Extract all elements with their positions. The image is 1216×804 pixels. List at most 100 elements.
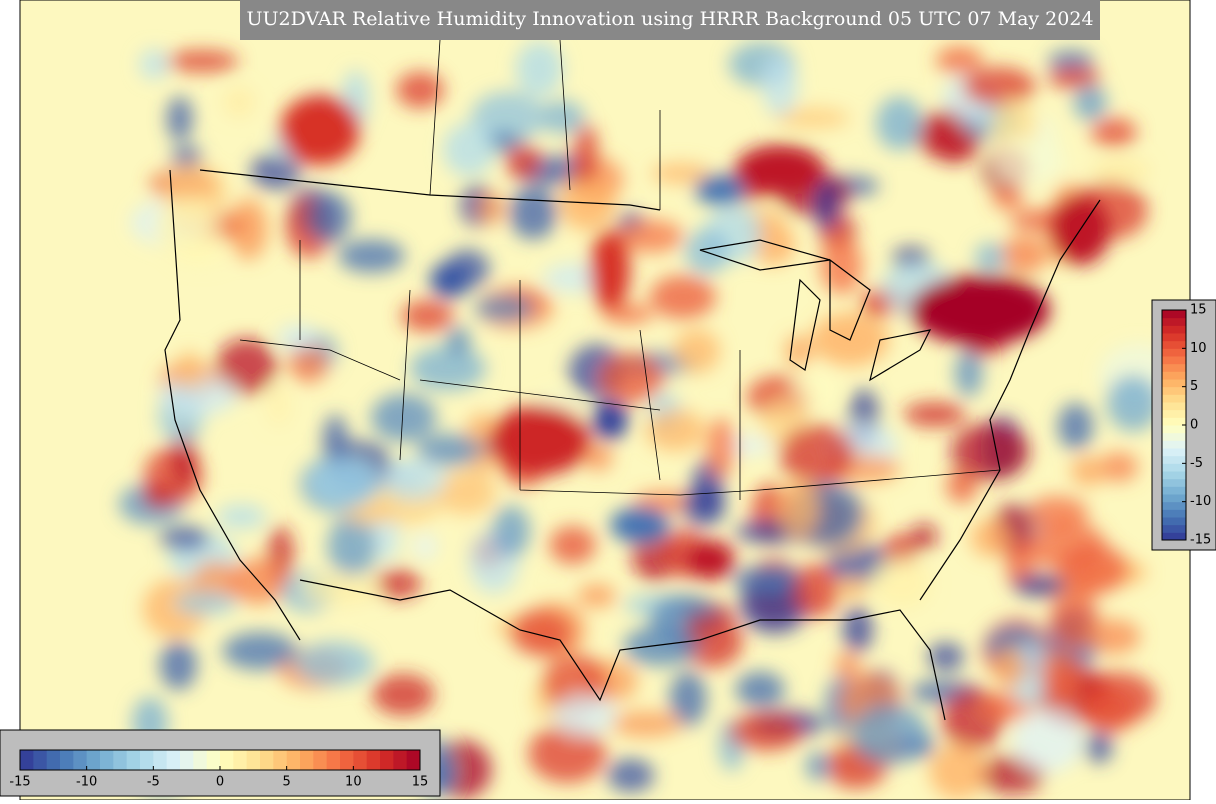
colorbar-segment	[1162, 471, 1186, 480]
colorbar-segment	[1162, 340, 1186, 349]
field-blob	[223, 87, 255, 118]
colorbar-tick-label: -10	[1190, 494, 1211, 509]
field-blob	[307, 457, 382, 508]
field-blob	[505, 143, 542, 180]
field-blob	[681, 614, 743, 668]
colorbar-segment	[313, 750, 328, 770]
field-blob	[549, 525, 596, 565]
field-blob	[322, 414, 348, 469]
field-blob	[1057, 403, 1094, 450]
field-blob	[936, 46, 983, 75]
field-blob	[509, 609, 573, 656]
title-box	[240, 0, 1100, 40]
field-blob	[446, 326, 471, 356]
field-blob	[910, 275, 1050, 345]
colorbar-segment	[1162, 463, 1186, 472]
field-blob	[158, 376, 237, 416]
title: UU2DVAR Relative Humidity Innovation usi…	[246, 8, 1093, 30]
colorbar-segment	[180, 750, 194, 770]
field-blob	[623, 625, 699, 666]
colorbar-segment	[300, 750, 314, 770]
field-blob	[294, 641, 375, 686]
colorbar-segment	[1162, 440, 1186, 449]
field-blob	[1040, 650, 1084, 701]
field-blob	[338, 239, 405, 273]
field-blob	[165, 50, 239, 73]
field-blob	[728, 712, 803, 752]
colorbar-segment	[220, 750, 234, 770]
colorbar-segment	[140, 750, 154, 770]
field-blob	[1106, 374, 1160, 432]
east-coast	[919, 199, 1101, 601]
colorbar-segment	[1162, 394, 1186, 403]
field-blob	[673, 328, 721, 374]
colorbar-tick-label: -15	[9, 775, 30, 790]
field-blob	[871, 557, 932, 609]
field-blob	[762, 54, 798, 117]
colorbar-segment	[366, 750, 381, 770]
field-blob	[539, 100, 585, 135]
field-blob	[1083, 687, 1137, 734]
field-blob	[813, 179, 840, 230]
field-blob	[883, 534, 918, 567]
field-blob	[1070, 455, 1106, 487]
field-blob	[173, 591, 238, 615]
field-blob	[645, 409, 706, 452]
colorbar-segment	[1162, 501, 1186, 510]
field-blob	[222, 632, 298, 670]
field-blob	[792, 563, 840, 618]
colorbar-segment	[1162, 448, 1186, 457]
colorbar-segment	[326, 750, 341, 770]
field-blob	[154, 197, 221, 256]
field-blob	[280, 95, 360, 165]
field-blob	[999, 236, 1048, 274]
field-blob	[685, 540, 735, 580]
colorbar-tick-label: 15	[1190, 303, 1207, 318]
colorbar-segment	[1162, 317, 1186, 326]
field-blob	[216, 504, 267, 529]
colorbar-segment	[1162, 425, 1186, 434]
boundaries	[164, 39, 1101, 721]
field-blob	[669, 671, 707, 727]
field-blob	[266, 382, 292, 427]
colorbar-segment	[1162, 402, 1186, 411]
field-blob	[577, 583, 617, 608]
colorbar-segment	[380, 750, 394, 770]
field-blob	[383, 458, 446, 501]
field-blob	[610, 507, 670, 543]
field-blob	[471, 91, 545, 143]
field-blob	[785, 334, 813, 368]
colorbar-segment	[1162, 455, 1186, 464]
field-blob	[649, 275, 716, 320]
colorbar-segment	[406, 750, 421, 770]
colorbar-segment	[286, 750, 301, 770]
colorbar-segment	[273, 750, 288, 770]
colorbar-segment	[1162, 371, 1186, 380]
field-blob	[598, 352, 664, 404]
province-lines	[429, 39, 661, 210]
field-blob	[573, 123, 599, 184]
colorbar-segment	[1162, 386, 1186, 395]
field-blob	[508, 185, 558, 240]
colorbar-segment	[1162, 532, 1186, 541]
field-blob	[492, 505, 531, 557]
field-blob	[409, 346, 486, 391]
field-blob	[974, 242, 1006, 272]
field-blob	[633, 491, 696, 514]
colorbar-tick-label: -5	[1190, 456, 1203, 471]
colorbar-tick-label: 15	[412, 775, 429, 790]
field-blob	[735, 671, 785, 708]
colorbar-segment	[1162, 409, 1186, 418]
field-blob	[805, 751, 831, 781]
colorbar-segment	[1162, 478, 1186, 487]
field-blob	[250, 153, 301, 190]
colorbar-segment	[393, 750, 408, 770]
great-lakes	[699, 239, 932, 382]
field-blob	[850, 703, 929, 765]
field-blob	[1073, 84, 1107, 121]
colorbar-segment	[86, 750, 101, 770]
colorbar-segment	[1162, 524, 1186, 533]
west-coast	[164, 169, 301, 641]
colorbar-segment	[126, 750, 141, 770]
colorbar-segment	[1162, 310, 1186, 319]
